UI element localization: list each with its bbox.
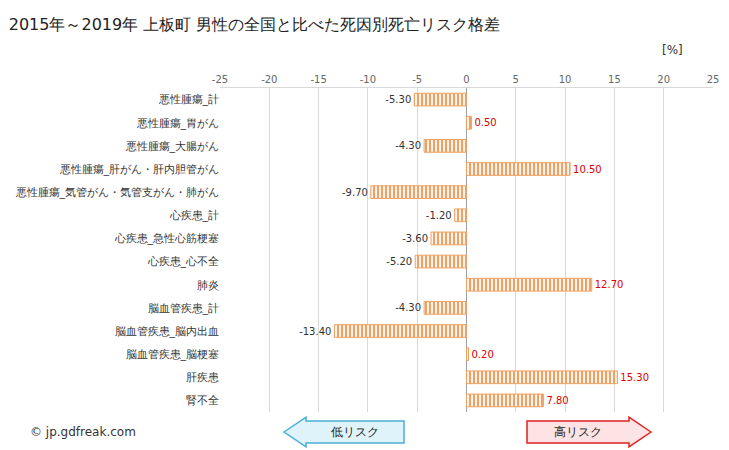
svg-text:15: 15 (608, 74, 621, 85)
svg-text:-20: -20 (261, 74, 277, 85)
svg-text:25: 25 (707, 74, 720, 85)
svg-text:悪性腫瘍_胃がん: 悪性腫瘍_胃がん (136, 117, 220, 130)
svg-text:低リスク: 低リスク (331, 425, 379, 439)
svg-text:© jp.gdfreak.com: © jp.gdfreak.com (30, 425, 136, 439)
svg-text:10: 10 (559, 74, 572, 85)
svg-text:2015年～2019年 上板町 男性の全国と比べた死因別死亡: 2015年～2019年 上板町 男性の全国と比べた死因別死亡リスク格差 (9, 15, 501, 34)
svg-text:0: 0 (463, 74, 469, 85)
svg-text:12.70: 12.70 (595, 279, 624, 290)
svg-text:肝疾患: 肝疾患 (186, 371, 219, 384)
svg-text:20: 20 (657, 74, 670, 85)
svg-text:脳血管疾患_脳内出血: 脳血管疾患_脳内出血 (115, 325, 220, 338)
svg-text:7.80: 7.80 (546, 395, 568, 406)
svg-text:悪性腫瘍_大腸がん: 悪性腫瘍_大腸がん (125, 140, 220, 153)
svg-text:[%]: [%] (662, 43, 683, 57)
svg-text:-9.70: -9.70 (342, 187, 368, 198)
svg-text:肺炎: 肺炎 (197, 279, 219, 292)
svg-text:-10: -10 (360, 74, 376, 85)
svg-text:-25: -25 (212, 74, 228, 85)
svg-text:脳血管疾患_脳梗塞: 脳血管疾患_脳梗塞 (126, 348, 220, 361)
svg-text:腎不全: 腎不全 (186, 394, 219, 407)
svg-text:5: 5 (513, 74, 519, 85)
svg-text:悪性腫瘍_肝がん・肝内胆管がん: 悪性腫瘍_肝がん・肝内胆管がん (59, 163, 220, 176)
svg-text:0.20: 0.20 (471, 349, 493, 360)
svg-text:-5.20: -5.20 (386, 256, 412, 267)
svg-text:心疾患_急性心筋梗塞: 心疾患_急性心筋梗塞 (114, 232, 220, 245)
svg-text:脳血管疾患_計: 脳血管疾患_計 (148, 302, 220, 315)
svg-text:10.50: 10.50 (573, 164, 602, 175)
svg-text:-3.60: -3.60 (402, 233, 428, 244)
svg-text:悪性腫瘍_気管がん・気管支がん・肺がん: 悪性腫瘍_気管がん・気管支がん・肺がん (15, 186, 220, 199)
svg-text:15.30: 15.30 (620, 372, 649, 383)
svg-text:心疾患_計: 心疾患_計 (169, 209, 220, 222)
svg-text:-5.30: -5.30 (385, 94, 411, 105)
svg-text:-13.40: -13.40 (299, 326, 331, 337)
svg-text:-15: -15 (310, 74, 326, 85)
svg-text:高リスク: 高リスク (554, 425, 602, 439)
svg-text:0.50: 0.50 (474, 117, 496, 128)
svg-text:悪性腫瘍_計: 悪性腫瘍_計 (158, 93, 220, 106)
svg-text:-1.20: -1.20 (426, 210, 452, 221)
svg-text:-4.30: -4.30 (395, 302, 421, 313)
svg-text:-5: -5 (412, 74, 422, 85)
svg-text:心疾患_心不全: 心疾患_心不全 (147, 255, 220, 268)
svg-text:-4.30: -4.30 (395, 140, 421, 151)
